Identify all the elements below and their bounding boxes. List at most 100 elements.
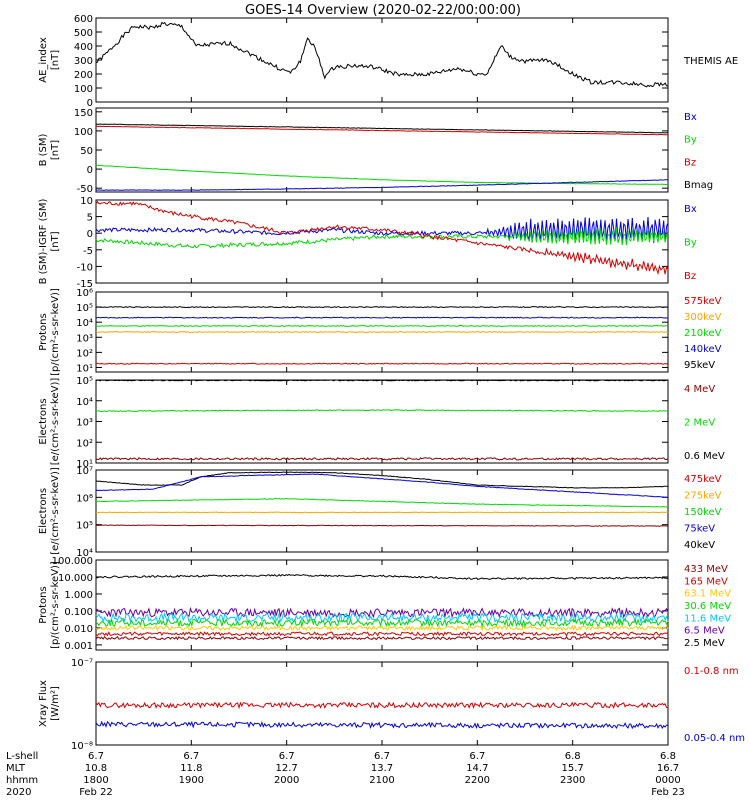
b_sm-series-bx (95, 179, 669, 191)
xaxis-lshell-label: 6.8 (660, 751, 676, 762)
b_igrf-series-bx (95, 216, 669, 244)
protons_high-series-165-mev (95, 631, 669, 637)
protons_mid-series-575kev (95, 362, 669, 365)
b_sm-series-bmag (95, 123, 669, 134)
b_igrf-ytick-label: -5 (83, 246, 93, 257)
electrons_low-series-75kev (95, 473, 668, 498)
electrons_high-ytick-label: 10¹ (76, 459, 93, 470)
figure-title: GOES-14 Overview (2020-02-22/00:00:00) (245, 3, 521, 18)
electrons_high-series-2-mev (95, 409, 669, 413)
ae-ytick-label: 300 (74, 56, 93, 67)
xaxis-row-label: 2020 (6, 787, 31, 798)
electrons_low-series-150kev (95, 497, 668, 508)
electrons_high-ytick-label: 10² (76, 438, 93, 449)
protons_high-legend-item: 63.1 MeV (684, 589, 731, 600)
protons_high-ylabel: Protons (38, 586, 49, 623)
electrons_low-series-475kev (95, 524, 669, 527)
b_igrf-ylabel: B (SM)-IGRF (SM) (38, 199, 49, 285)
protons_mid-series-300kev (95, 330, 669, 334)
protons_mid-ytick-label: 10¹ (76, 363, 93, 374)
electrons_high-ytick-label: 10³ (76, 418, 93, 429)
b_sm-ytick-label: 100 (74, 127, 93, 138)
xaxis-mlt-label: 10.8 (85, 763, 107, 774)
ae-ytick-label: 100 (74, 84, 93, 95)
protons_mid-series-140kev (95, 316, 668, 319)
xaxis-hhmm-label: 1800 (83, 775, 108, 786)
electrons_low-ylabel: Electrons (38, 488, 49, 534)
xaxis-mlt-label: 12.7 (276, 763, 298, 774)
b_igrf-frame (95, 199, 669, 284)
xaxis-mlt-label: 13.7 (371, 763, 393, 774)
protons_high-ytick-label: 0.001 (64, 641, 93, 652)
electrons_low-legend-item: 40keV (684, 540, 715, 551)
protons_high-series-30-6-mev (95, 617, 669, 629)
ae-series-themis-ae (95, 21, 669, 88)
xaxis-mlt-label: 14.7 (466, 763, 488, 774)
electrons_low-ytick-label: 10⁴ (76, 548, 93, 559)
protons_high-legend-item: 165 MeV (684, 576, 728, 587)
b_igrf-series-by (95, 227, 669, 249)
protons_high-legend-item: 2.5 MeV (684, 638, 725, 649)
electrons_low-ylabel: [e/(cm²-s-sr-keV)] (50, 467, 61, 555)
b_igrf-series-bz (95, 200, 669, 276)
protons_mid-series-95kev (95, 306, 669, 309)
b_igrf-legend-item: Bz (684, 271, 696, 282)
protons_mid-ylabel: [p/(cm²-s-sr-keV)] (50, 288, 61, 376)
xaxis-row-label: L-shell (6, 751, 38, 762)
b_sm-series-bz (95, 125, 669, 136)
b_igrf-ytick-label: -10 (77, 262, 93, 273)
b_sm-legend-item: Bz (684, 157, 696, 168)
protons_mid-legend-item: 95keV (684, 360, 715, 371)
electrons_low-ytick-label: 10⁶ (76, 493, 93, 504)
ae-ylabel: [nT] (50, 50, 61, 70)
xray-series-0-1-0-8-nm (95, 701, 669, 710)
ae-frame (95, 17, 669, 103)
electrons_high-ylabel: [e/(cm²-s-sr-keV)] (50, 378, 61, 466)
xaxis-hhmm-label: 2100 (369, 775, 394, 786)
protons_mid-legend-item: 140keV (684, 344, 722, 355)
protons_high-ytick-label: 0.100 (64, 607, 93, 618)
ae-ytick-label: 500 (74, 28, 93, 39)
protons_high-legend-item: 433 MeV (684, 564, 728, 575)
ae-ytick-label: 0 (87, 98, 93, 109)
protons_high-legend-item: 6.5 MeV (684, 626, 725, 637)
electrons_low-ytick-label: 10⁵ (76, 521, 93, 532)
xaxis-mlt-label: 11.8 (180, 763, 202, 774)
protons_mid-series-210kev (95, 324, 668, 327)
electrons_low-ytick-label: 10⁷ (76, 466, 93, 477)
protons_mid-ytick-label: 10² (76, 348, 93, 359)
electrons_high-ytick-label: 10⁴ (76, 397, 93, 408)
protons_high-frame (95, 559, 669, 651)
xaxis-hhmm-label: 0000 (655, 775, 680, 786)
xaxis-lshell-label: 6.7 (88, 751, 104, 762)
xaxis-lshell-label: 6.8 (565, 751, 581, 762)
xray-ylabel: [W/m²] (50, 686, 61, 721)
b_sm-legend-item: Bx (684, 112, 697, 123)
xaxis-date-label: Feb 23 (651, 787, 685, 798)
b_igrf-ytick-label: -15 (77, 279, 93, 290)
electrons_high-series-0-6-mev (95, 379, 669, 382)
electrons_low-legend-item: 475keV (684, 474, 722, 485)
protons_high-series-2-5-mev (96, 573, 669, 580)
xray-ytick-label: 10⁻⁷ (71, 658, 93, 669)
b_sm-legend-item: Bmag (684, 180, 713, 191)
xaxis-lshell-label: 6.7 (374, 751, 390, 762)
electrons_low-series-40kev (95, 471, 669, 489)
xray-ylabel: Xray Flux (38, 680, 49, 727)
b_igrf-legend-item: Bx (684, 204, 697, 215)
xaxis-mlt-label: 15.7 (562, 763, 584, 774)
xaxis-date-label: Feb 22 (79, 787, 113, 798)
electrons_low-legend-item: 75keV (684, 524, 715, 535)
protons_mid-ytick-label: 10⁶ (76, 288, 93, 299)
protons_mid-ytick-label: 10⁴ (76, 318, 93, 329)
protons_mid-legend-item: 300keV (684, 312, 722, 323)
b_igrf-ytick-label: 10 (80, 196, 93, 207)
protons_high-series-6-5-mev (95, 606, 669, 619)
xaxis-hhmm-label: 2000 (274, 775, 299, 786)
ae-ytick-label: 600 (74, 14, 93, 25)
b_sm-ylabel: B (SM) (38, 133, 49, 166)
b_igrf-ytick-label: 5 (87, 213, 93, 224)
b_sm-series-by (95, 164, 669, 186)
protons_high-ylabel: [p/(cm²-s-sr-keV)] (50, 561, 61, 649)
ae-ylabel: AE_index (38, 37, 49, 83)
